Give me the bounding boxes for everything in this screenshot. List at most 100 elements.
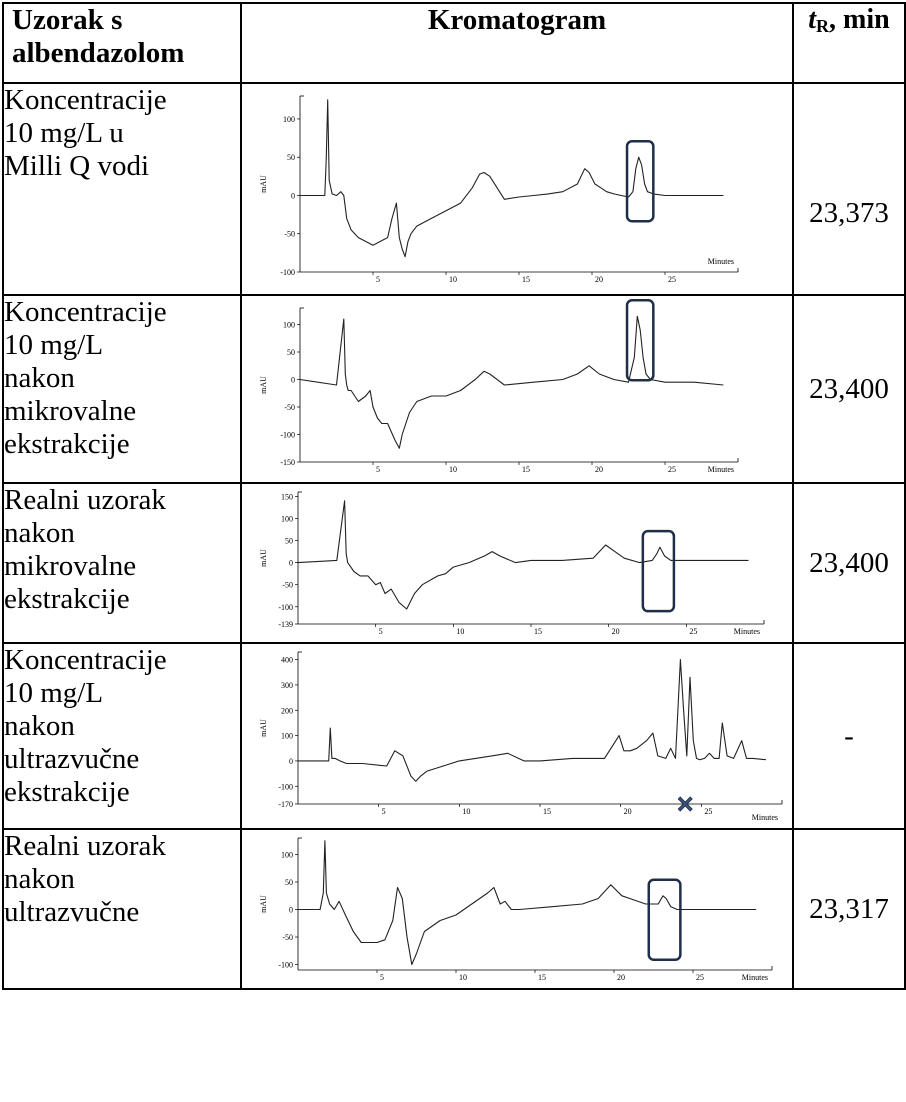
- sample-cell: Koncentracije 10 mg/L nakon mikrovalne e…: [2, 294, 242, 484]
- x-tick-label: 25: [668, 465, 676, 474]
- table-row: Koncentracije 10 mg/L nakon mikrovalne e…: [2, 294, 906, 484]
- retention-time-cell: 23,373: [792, 82, 906, 296]
- results-table: Uzorak s albendazolom Kromatogram tR, mi…: [2, 2, 906, 990]
- sample-line: ekstrakcije: [4, 428, 130, 460]
- sample-line: Milli Q vodi: [4, 150, 150, 182]
- y-tick-label: -139: [278, 620, 293, 629]
- y-tick-label: 50: [287, 153, 295, 162]
- chromatogram-trace: [298, 840, 757, 966]
- header-chromatogram: Kromatogram: [240, 2, 794, 84]
- y-tick-label: -50: [282, 581, 293, 590]
- sample-line: mikrovalne: [4, 395, 137, 427]
- x-tick-label: 25: [668, 275, 676, 284]
- y-tick-label: -100: [278, 782, 293, 791]
- header-sample: Uzorak s albendazolom: [2, 2, 242, 84]
- sample-cell: Realni uzorak nakon mikrovalne ekstrakci…: [2, 482, 242, 644]
- x-tick-label: 20: [624, 807, 632, 816]
- y-axis-label: mAU: [259, 376, 268, 394]
- chromatogram-chart: 100 50 0 -50 -100 -150 5 10 15 20 25 mAU Minutes: [259, 299, 739, 474]
- y-tick-label: 50: [285, 878, 293, 887]
- y-axis-label: mAU: [259, 549, 268, 567]
- peak-highlight-box: [625, 299, 655, 382]
- sample-line: 10 mg/L: [4, 329, 104, 361]
- peak-highlight-box: [641, 529, 676, 613]
- header-tr-sub: R: [816, 16, 830, 36]
- y-tick-label: 100: [281, 851, 293, 860]
- header-sample-line1: Uzorak s: [12, 4, 123, 36]
- y-tick-label: -170: [278, 800, 293, 809]
- y-tick-label: -100: [278, 961, 293, 970]
- sample-line: Realni uzorak: [4, 830, 166, 862]
- sample-line: 10 mg/L u: [4, 117, 124, 149]
- peak-highlight-box: [625, 139, 655, 223]
- table-row: Realni uzorak nakon mikrovalne ekstrakci…: [2, 482, 906, 644]
- y-tick-label: 0: [289, 559, 293, 568]
- y-tick-label: 400: [281, 656, 293, 665]
- sample-line: ekstrakcije: [4, 583, 130, 615]
- y-tick-label: 300: [281, 681, 293, 690]
- chromatogram-cell: 150 100 50 0 -50 -100 -139 5 10 15 20 25 mAU Minutes: [240, 482, 794, 644]
- x-axis-label: Minutes: [708, 257, 734, 266]
- y-tick-label: 200: [281, 706, 293, 715]
- sample-line: nakon: [4, 517, 75, 549]
- y-tick-label: 150: [281, 492, 293, 501]
- retention-time-value: 23,317: [809, 892, 889, 925]
- x-axis-label: Minutes: [734, 627, 760, 636]
- x-tick-label: 10: [459, 973, 467, 982]
- chromatogram-chart: 100 50 0 -50 -100 5 10 15 20 25 mAU Minutes: [259, 95, 739, 284]
- chromatogram-chart: 150 100 50 0 -50 -100 -139 5 10 15 20 25 mAU Minutes: [259, 491, 765, 636]
- y-tick-label: -100: [278, 603, 293, 612]
- x-tick-label: 10: [456, 627, 464, 636]
- y-tick-label: -100: [280, 268, 295, 277]
- x-axis-label: Minutes: [742, 973, 768, 982]
- header-retention-time: tR, min: [792, 2, 906, 84]
- sample-line: Koncentracije: [4, 84, 167, 116]
- x-tick-label: 15: [543, 807, 551, 816]
- sample-line: Realni uzorak: [4, 484, 166, 516]
- retention-time-cell: -: [792, 642, 906, 830]
- x-tick-label: 25: [696, 973, 704, 982]
- x-tick-label: 20: [612, 627, 620, 636]
- x-tick-label: 20: [617, 973, 625, 982]
- y-tick-label: 100: [283, 321, 295, 330]
- x-axis-label: Minutes: [708, 465, 734, 474]
- retention-time-cell: 23,400: [792, 482, 906, 644]
- y-tick-label: 0: [289, 757, 293, 766]
- sample-cell: Realni uzorak nakon ultrazvučne: [2, 828, 242, 990]
- x-tick-label: 5: [380, 973, 384, 982]
- x-tick-label: 10: [462, 807, 470, 816]
- retention-time-cell: 23,400: [792, 294, 906, 484]
- retention-time-cell: 23,317: [792, 828, 906, 990]
- y-tick-label: 0: [291, 376, 295, 385]
- table-row: Koncentracije 10 mg/L u Milli Q vodi 100…: [2, 82, 906, 296]
- x-tick-label: 15: [522, 275, 530, 284]
- x-tick-label: 5: [382, 807, 386, 816]
- header-sample-line2: albendazolom: [12, 37, 185, 69]
- sample-line: Koncentracije: [4, 296, 167, 328]
- x-tick-label: 10: [449, 465, 457, 474]
- no-peak-cross-icon: [677, 796, 693, 812]
- x-tick-label: 20: [595, 275, 603, 284]
- y-tick-label: -150: [280, 458, 295, 467]
- y-tick-label: 100: [281, 514, 293, 523]
- table-row: Koncentracije 10 mg/L nakon ultrazvučne …: [2, 642, 906, 830]
- y-tick-label: 0: [291, 191, 295, 200]
- sample-line: nakon: [4, 710, 75, 742]
- chromatogram-chart: 100 50 0 -50 -100 5 10 15 20 25 mAU Minutes: [259, 837, 773, 982]
- y-tick-label: -50: [282, 933, 293, 942]
- chromatogram-cell: 100 50 0 -50 -100 5 10 15 20 25 mAU Minutes: [240, 828, 794, 990]
- x-tick-label: 10: [449, 275, 457, 284]
- header-tr-t: t: [808, 4, 817, 35]
- header-tr-rest: , min: [829, 4, 890, 35]
- x-tick-label: 5: [379, 627, 383, 636]
- sample-line: nakon: [4, 362, 75, 394]
- chromatogram-trace: [300, 99, 724, 258]
- y-tick-label: -100: [280, 431, 295, 440]
- sample-line: Koncentracije: [4, 644, 167, 676]
- table-row: Realni uzorak nakon ultrazvučne 100 50 0 -5…: [2, 828, 906, 990]
- x-tick-label: 15: [534, 627, 542, 636]
- sample-line: 10 mg/L: [4, 677, 104, 709]
- x-tick-label: 15: [522, 465, 530, 474]
- retention-time-value: 23,373: [809, 196, 889, 229]
- y-tick-label: 100: [283, 115, 295, 124]
